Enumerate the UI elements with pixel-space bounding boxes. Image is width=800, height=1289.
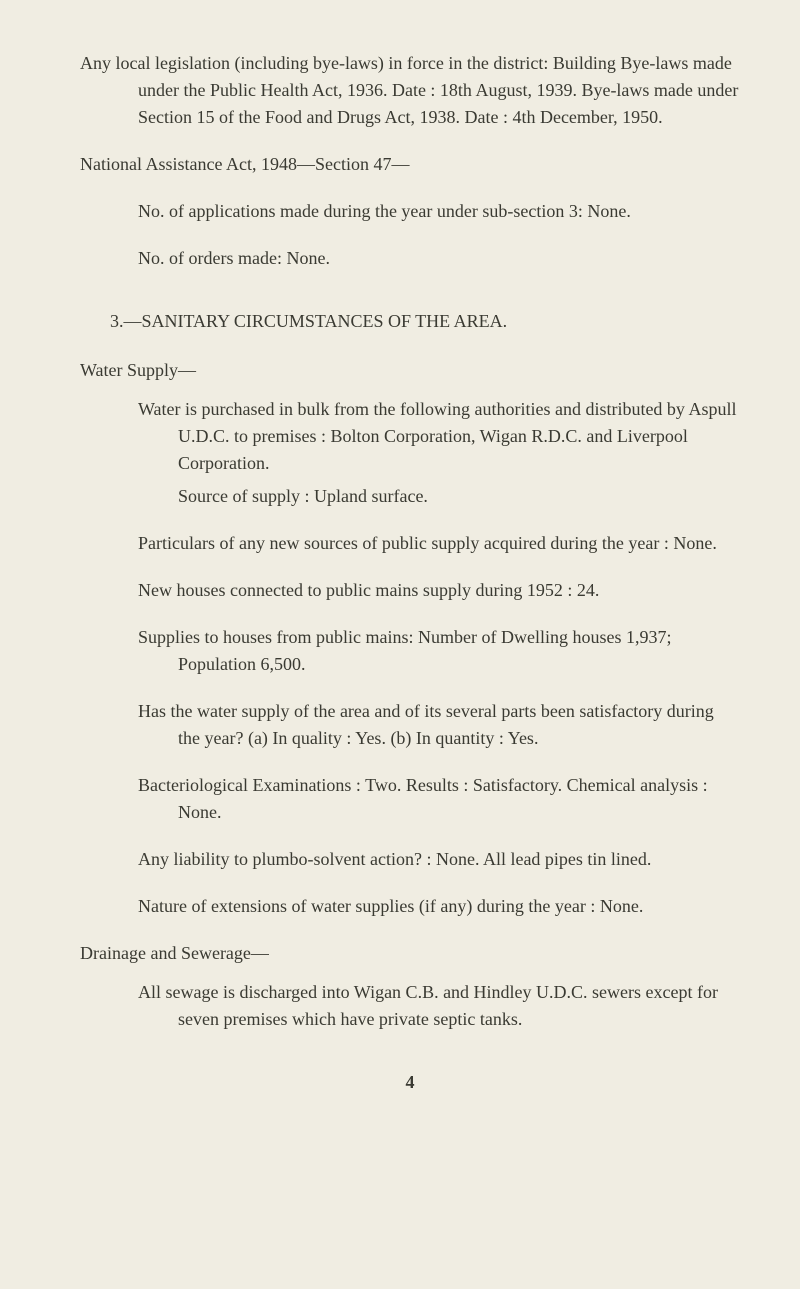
paragraph-new-sources: Particulars of any new sources of public… [80,530,740,557]
paragraph-source-supply: Source of supply : Upland surface. [80,483,740,510]
paragraph-sewage: All sewage is discharged into Wigan C.B.… [80,979,740,1033]
paragraph-new-houses: New houses connected to public mains sup… [80,577,740,604]
paragraph-plumbo-solvent: Any liability to plumbo-solvent action? … [80,846,740,873]
paragraph-applications: No. of applications made during the year… [80,198,740,225]
paragraph-water-purchased: Water is purchased in bulk from the foll… [80,396,740,477]
paragraph-extensions: Nature of extensions of water supplies (… [80,893,740,920]
paragraph-supplies-houses: Supplies to houses from public mains: Nu… [80,624,740,678]
section-3-heading: 3.—SANITARY CIRCUMSTANCES OF THE AREA. [80,308,740,335]
paragraph-national-assistance-head: National Assistance Act, 1948—Section 47… [80,151,740,178]
paragraph-bacteriological: Bacteriological Examinations : Two. Resu… [80,772,740,826]
water-supply-heading: Water Supply— [80,357,740,384]
drainage-heading: Drainage and Sewerage— [80,940,740,967]
paragraph-water-satisfactory: Has the water supply of the area and of … [80,698,740,752]
paragraph-legislation: Any local legislation (including bye-law… [80,50,740,131]
paragraph-orders: No. of orders made: None. [80,245,740,272]
page-number: 4 [80,1069,740,1096]
